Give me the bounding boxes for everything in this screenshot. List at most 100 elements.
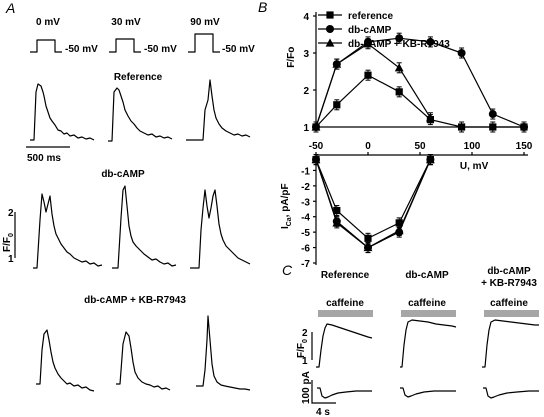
trace-reference-90mv bbox=[186, 79, 251, 141]
caffeine-bar-reference bbox=[318, 310, 373, 317]
caffeine-fluorescence-db-camp bbox=[400, 319, 457, 368]
caffeine-current-reference bbox=[317, 387, 372, 399]
iv-top-ytick-label-1: 1 bbox=[303, 123, 309, 134]
iv-bottom-point-db-camp-kb-r7943--30 bbox=[332, 218, 342, 227]
trace-db-camp-kbr-90mv bbox=[196, 315, 251, 391]
iv-bottom-point-reference-0 bbox=[364, 234, 372, 242]
legend-marker-reference bbox=[326, 11, 334, 19]
iv-bottom-point-db-camp-kb-r7943-60 bbox=[426, 155, 435, 164]
voltage-label-30: 30 mV bbox=[111, 17, 141, 28]
caffeine-fluorescence-db-camp-kbr bbox=[482, 319, 539, 368]
iv-top-point-reference--30 bbox=[333, 101, 341, 109]
iv-bottom-ytick-label--4: -4 bbox=[301, 213, 310, 224]
panel-c-current-scale-label: 100 pA bbox=[301, 371, 312, 404]
condition-label-db-camp-kbr: db-cAMP + KB-R7943 bbox=[84, 295, 186, 306]
iv-xtick-label-100: 100 bbox=[464, 141, 481, 152]
iv-top-point-db-camp-kb-r7943-60 bbox=[426, 113, 435, 122]
f-f0-scale-tick-2: 2 bbox=[8, 208, 14, 219]
iv-top-point-db-camp-kb-r7943-30 bbox=[394, 63, 404, 72]
iv-top-point-db-camp-60 bbox=[426, 37, 435, 46]
iv-bottom-point-db-camp-kb-r7943-0 bbox=[363, 242, 373, 252]
panel-c-condition-db-camp: db-cAMP bbox=[405, 270, 449, 281]
trace-db-camp-30mv bbox=[112, 185, 177, 269]
holding-label-90: -50 mV bbox=[222, 44, 255, 55]
panel-c-current-time-scale bbox=[311, 380, 336, 404]
iv-top-point-db-camp-kb-r7943--50 bbox=[311, 122, 321, 131]
iv-bottom-point-reference-30 bbox=[395, 219, 403, 227]
iv-bottom-ytick-label--3: -3 bbox=[301, 197, 310, 208]
iv-chart: 1 2 3 4 F/Fo -50 0 50 100 150 U, mV -1 -2 -3 -4 -5 -6 -7 I… bbox=[280, 11, 533, 270]
panel-c-f-tick-2: 2 bbox=[302, 328, 308, 339]
legend-marker-db-camp bbox=[326, 25, 334, 33]
iv-top-point-reference-90 bbox=[458, 123, 466, 131]
trace-db-camp-90mv bbox=[190, 189, 251, 269]
iv-top-point-reference-0 bbox=[364, 71, 372, 79]
voltage-label-90: 90 mV bbox=[190, 17, 220, 28]
panel-b-label: B bbox=[258, 0, 267, 15]
iv-bottom-ytick-label--7: -7 bbox=[301, 259, 310, 270]
f-f0-scale-tick-1: 1 bbox=[8, 254, 14, 265]
caffeine-label-reference: caffeine bbox=[326, 298, 364, 309]
trace-db-camp-kbr-0mv bbox=[36, 329, 95, 392]
iv-top-point-db-camp-kb-r7943--30 bbox=[332, 59, 342, 68]
caffeine-label-db-camp: caffeine bbox=[408, 298, 446, 309]
iv-bottom-ylabel: ICa, pA/pF bbox=[280, 183, 293, 229]
iv-xlabel: U, mV bbox=[460, 161, 489, 172]
iv-top-point-db-camp-90 bbox=[457, 49, 466, 57]
voltage-step-30 bbox=[109, 38, 141, 53]
voltage-label-0: 0 mV bbox=[36, 17, 60, 28]
iv-bottom-point-db-camp-kb-r7943--50 bbox=[311, 155, 321, 164]
trace-reference-0mv bbox=[30, 83, 95, 141]
iv-bottom-ytick-label--5: -5 bbox=[301, 228, 310, 239]
iv-top-point-reference-30 bbox=[395, 88, 403, 96]
panel-c-label: C bbox=[282, 262, 293, 278]
time-scale-label-500ms: 500 ms bbox=[27, 153, 61, 164]
iv-top-point-db-camp-150 bbox=[520, 123, 528, 131]
iv-xtick-label-150: 150 bbox=[516, 141, 533, 152]
caffeine-fluorescence-reference bbox=[316, 323, 373, 368]
iv-bottom-line-db-camp-kb-r7943 bbox=[315, 159, 431, 249]
iv-bottom-point-db-camp-kb-r7943-30 bbox=[394, 226, 404, 235]
legend-label-reference: reference bbox=[348, 11, 393, 22]
panel-c-condition-reference: Reference bbox=[321, 270, 370, 281]
iv-top-point-db-camp-kb-r7943-0 bbox=[363, 39, 373, 48]
iv-xtick-label--50: -50 bbox=[309, 141, 324, 152]
caffeine-current-db-camp-kbr bbox=[483, 387, 539, 399]
iv-top-point-reference-120 bbox=[489, 123, 497, 131]
f-f0-scale-label: F/F0 bbox=[2, 233, 15, 252]
iv-top-point-db-camp-30 bbox=[395, 34, 404, 43]
trace-reference-30mv bbox=[108, 87, 173, 142]
iv-bottom-ytick-label--1: -1 bbox=[301, 166, 310, 177]
trace-db-camp-kbr-30mv bbox=[116, 331, 171, 391]
iv-top-ytick-label-4: 4 bbox=[303, 12, 309, 23]
voltage-step-90 bbox=[188, 33, 220, 53]
caffeine-bar-db-camp bbox=[401, 310, 456, 317]
legend-label-db-camp-kb-r7943: db-cAMP + KB-R7943 bbox=[348, 39, 450, 50]
voltage-step-0 bbox=[30, 39, 62, 53]
iv-xtick-label-50: 50 bbox=[414, 141, 426, 152]
caffeine-bar-db-camp-kbr bbox=[484, 310, 539, 317]
trace-db-camp-0mv bbox=[33, 193, 103, 269]
iv-top-line-reference bbox=[315, 74, 524, 128]
panel-a-label: A bbox=[5, 0, 15, 16]
panel-c-f-tick-1: 1 bbox=[302, 356, 308, 367]
condition-label-reference: Reference bbox=[114, 72, 163, 83]
legend-marker-db-camp-kb-r7943 bbox=[325, 38, 335, 47]
iv-top-ytick-label-3: 3 bbox=[303, 49, 309, 60]
iv-top-point-db-camp-120 bbox=[488, 110, 497, 119]
iv-bottom-ytick-label--2: -2 bbox=[301, 182, 310, 193]
panel-c-condition-db-camp-line1: db-cAMP bbox=[487, 266, 531, 277]
panel-c-condition-kbr-line2: + KB-R7943 bbox=[481, 278, 537, 289]
iv-xtick-label-0: 0 bbox=[365, 141, 371, 152]
panel-c-time-scale-label: 4 s bbox=[316, 407, 330, 417]
iv-bottom-ytick-label--6: -6 bbox=[301, 244, 310, 255]
condition-label-db-camp: db-cAMP bbox=[101, 169, 145, 180]
iv-bottom-point-reference--30 bbox=[333, 206, 341, 215]
iv-bottom-line-db-camp bbox=[315, 159, 431, 249]
caffeine-current-db-camp bbox=[400, 387, 456, 398]
iv-top-ylabel: F/Fo bbox=[286, 47, 297, 68]
holding-label-0: -50 mV bbox=[65, 44, 98, 55]
legend-label-db-camp: db-cAMP bbox=[348, 25, 392, 36]
